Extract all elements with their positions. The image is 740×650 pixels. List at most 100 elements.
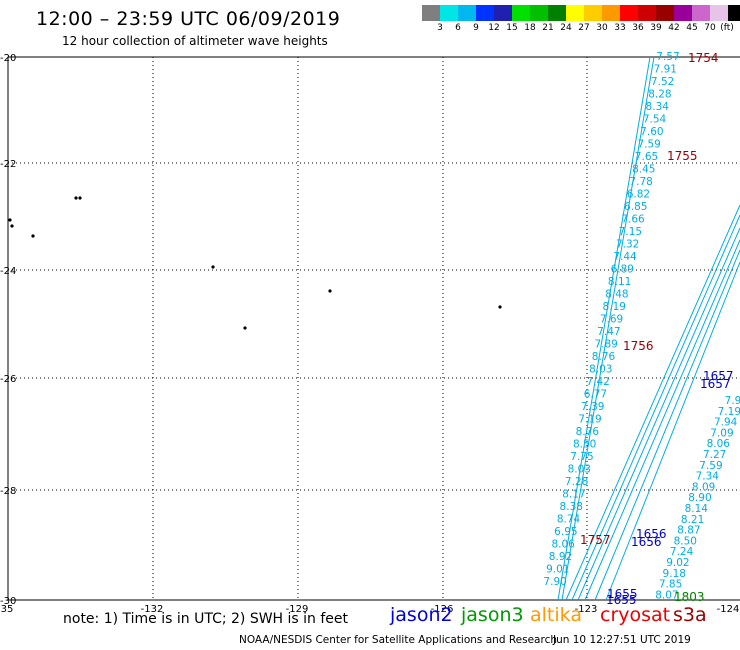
island-marker <box>211 265 215 269</box>
color-scale-label: 27 <box>578 23 590 33</box>
wave-height-value: 8.50 <box>573 439 596 451</box>
color-swatch <box>584 5 602 21</box>
longitude-label: -124 <box>717 604 740 615</box>
wave-height-value: 7.32 <box>616 239 639 251</box>
wave-height-value: 8.06 <box>707 438 731 450</box>
wave-height-value: 6.85 <box>624 201 647 213</box>
wave-height-value: 8.90 <box>688 492 711 504</box>
island-marker <box>328 289 332 293</box>
wave-height-value: 6.95 <box>554 526 577 538</box>
lat-lon-grid <box>8 57 740 600</box>
island-marker <box>498 305 502 309</box>
pass-time-label: 1657 <box>700 377 731 391</box>
footer-timestamp: Jun 10 12:27:51 UTC 2019 <box>553 634 691 646</box>
wave-height-value: 7.39 <box>581 401 604 413</box>
map-frame <box>7 56 740 601</box>
wave-height-value: 7.69 <box>600 314 623 326</box>
pass-time-label: 1655 <box>607 587 638 601</box>
wave-height-value: 8.74 <box>557 514 581 526</box>
color-scale-label: 33 <box>614 23 626 33</box>
wave-height-value: 8.06 <box>551 539 575 551</box>
map-subtitle: 12 hour collection of altimeter wave hei… <box>62 34 328 48</box>
wave-height-value: 8.48 <box>605 289 628 301</box>
latitude-label: -22 <box>0 159 16 170</box>
wave-height-value: 8.03 <box>589 364 612 376</box>
wave-height-value: 7.75 <box>570 451 593 463</box>
wave-height-value: 8.45 <box>632 164 655 176</box>
color-scale-bar <box>422 5 740 21</box>
swath-line <box>571 214 740 601</box>
swath-line <box>594 249 740 601</box>
wave-height-value: 7.89 <box>594 339 617 351</box>
color-scale-label: 39 <box>650 23 662 33</box>
wave-height-value: 6.89 <box>611 264 634 276</box>
wave-height-value: 7.78 <box>629 176 652 188</box>
color-scale-label: 70 <box>704 23 716 33</box>
wave-height-value: 7.28 <box>565 476 588 488</box>
color-swatch <box>530 5 548 21</box>
pass-time-label: 1803 <box>674 590 705 604</box>
legend-s3a: s3a <box>673 604 707 626</box>
swath-lines <box>557 56 740 601</box>
pass-time-label: 1655 <box>606 593 637 607</box>
wave-height-value: 8.76 <box>576 426 600 438</box>
swath-line <box>561 56 655 601</box>
wave-height-value: 7.42 <box>586 376 609 388</box>
island-marker <box>243 326 247 330</box>
wave-height-value: 7.27 <box>703 449 726 461</box>
color-scale-label: 18 <box>524 23 536 33</box>
color-swatch <box>566 5 584 21</box>
swath-line <box>605 261 740 601</box>
latitude-label: -26 <box>0 374 16 385</box>
wave-height-value: 8.21 <box>681 514 704 526</box>
color-scale-label: 12 <box>488 23 500 33</box>
longitude-label: -132 <box>141 604 164 615</box>
wave-height-value: 7.19 <box>718 406 740 418</box>
wave-height-value: 7.65 <box>635 151 658 163</box>
wave-height-value: 8.14 <box>685 503 709 515</box>
wave-height-value: 6.82 <box>627 189 650 201</box>
color-scale-label: 36 <box>632 23 644 33</box>
wave-height-value: 8.28 <box>648 89 671 101</box>
island-marker <box>31 234 35 238</box>
wave-height-value: 7.47 <box>597 326 620 338</box>
wave-height-value: 7.52 <box>651 76 674 88</box>
wave-height-value: 7.85 <box>659 579 682 591</box>
wave-height-value: 7.59 <box>637 139 660 151</box>
pass-time-label: 1754 <box>688 51 719 65</box>
color-swatch <box>728 5 740 21</box>
color-scale-label: 3 <box>437 23 443 33</box>
legend-cryosat: cryosat <box>600 604 671 626</box>
wave-height-value: 7.9 <box>725 395 740 407</box>
islands <box>8 196 502 330</box>
island-marker <box>8 218 12 222</box>
longitude-label: -129 <box>286 604 309 615</box>
wave-height-value: 8.87 <box>677 525 700 537</box>
island-marker <box>74 196 78 200</box>
longitude-label: -135 <box>0 604 13 615</box>
wave-height-value: 8.34 <box>646 101 670 113</box>
color-scale-label: 9 <box>473 23 479 33</box>
wave-height-value: 7.15 <box>619 226 642 238</box>
pass-time-label: 1657 <box>703 369 734 383</box>
wave-height-value: 8.09 <box>692 481 715 493</box>
wave-height-value: 9.18 <box>663 568 686 580</box>
color-swatch <box>620 5 638 21</box>
pass-time-label: 1656 <box>631 535 662 549</box>
color-scale-label: 30 <box>596 23 608 33</box>
legend-note: note: 1) Time is in UTC; 2) SWH is in fe… <box>63 611 349 627</box>
wave-height-value: 7.90 <box>543 576 566 588</box>
wave-height-value: 8.76 <box>592 351 616 363</box>
latitude-label: -30 <box>0 596 16 607</box>
color-swatch <box>638 5 656 21</box>
swath-line <box>577 227 740 601</box>
color-swatch <box>548 5 566 21</box>
swath-line <box>565 204 740 601</box>
wave-height-value: 7.54 <box>643 114 667 126</box>
wave-height-value: 8.11 <box>608 276 631 288</box>
wave-height-value: 7.94 <box>714 417 738 429</box>
legend-altika: altika <box>530 604 582 626</box>
color-swatch <box>476 5 494 21</box>
island-marker <box>78 196 82 200</box>
color-scale-label: 6 <box>455 23 461 33</box>
